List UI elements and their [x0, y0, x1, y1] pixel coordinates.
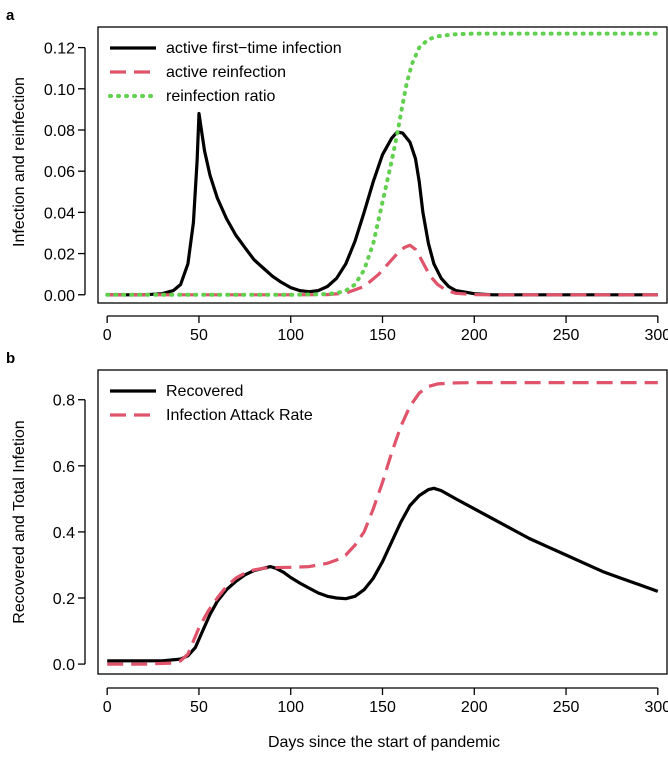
y-tick-label: 0.2 — [53, 591, 75, 608]
y-tick-label: 0.04 — [44, 205, 75, 222]
legend-label: reinfection ratio — [166, 88, 275, 105]
x-tick-label: 50 — [190, 699, 208, 716]
series-line-3 — [105, 31, 660, 297]
panel-b-letter: b — [6, 350, 15, 367]
x-tick-label: 150 — [369, 327, 396, 344]
y-tick-label: 0.8 — [53, 393, 75, 410]
y-tick-label: 0.06 — [44, 164, 75, 181]
panel-a-y-axis-label: Infection and reinfection — [11, 77, 28, 247]
x-tick-label: 50 — [190, 327, 208, 344]
x-tick-label: 150 — [369, 699, 396, 716]
panel-a-letter: a — [6, 7, 15, 24]
y-tick-label: 0.08 — [44, 123, 75, 140]
y-tick-label: 0.6 — [53, 459, 75, 476]
series-line-1 — [107, 111, 658, 297]
legend-label: Recovered — [166, 383, 243, 400]
y-tick-label: 0.02 — [44, 247, 75, 264]
panel-a-plot-frame — [97, 26, 668, 304]
panel-b-legend: Recovered Infection Attack Rate — [110, 383, 313, 424]
x-tick-label: 100 — [277, 699, 304, 716]
x-tick-label: 300 — [644, 699, 668, 716]
x-tick-label: 0 — [103, 327, 112, 344]
panel-b-axes: 0 50 100 150 200 250 300 0.0 0.2 0.4 0.6 0.8 — [53, 393, 668, 716]
panel-b-plot-frame — [97, 369, 668, 675]
panel-b-series — [107, 381, 659, 666]
panel-a-legend: active first−time infection active reinfe… — [108, 40, 342, 105]
y-tick-label: 0.10 — [44, 82, 75, 99]
series-line-2 — [107, 381, 658, 666]
x-tick-label: 200 — [461, 327, 488, 344]
x-tick-label: 300 — [644, 327, 668, 344]
y-tick-label: 0.00 — [44, 288, 75, 305]
y-tick-label: 0.4 — [53, 525, 75, 542]
x-tick-label: 200 — [461, 699, 488, 716]
x-tick-label: 100 — [277, 327, 304, 344]
panel-a: a Infection and reinfection 0 50 100 150 200… — [6, 7, 668, 344]
panel-b-y-axis-label: Recovered and Total Infetion — [11, 420, 28, 623]
panel-a-axes: 0 50 100 150 200 250 300 0.00 0.02 0.04 0.06 0.08 0.… — [44, 41, 668, 344]
x-tick-label: 0 — [103, 699, 112, 716]
legend-label: Infection Attack Rate — [166, 407, 313, 424]
x-axis-label: Days since the start of pandemic — [268, 734, 500, 751]
y-tick-label: 0.0 — [53, 657, 75, 674]
legend-label: active first−time infection — [166, 40, 342, 57]
legend-label: active reinfection — [166, 64, 286, 81]
panel-a-series — [105, 31, 660, 297]
series-line-2 — [107, 243, 658, 297]
y-tick-label: 0.12 — [44, 41, 75, 58]
series-line-1 — [107, 486, 659, 663]
panel-b: b Recovered and Total Infetion Days sinc… — [6, 350, 668, 751]
x-tick-label: 250 — [553, 699, 580, 716]
x-tick-label: 250 — [553, 327, 580, 344]
